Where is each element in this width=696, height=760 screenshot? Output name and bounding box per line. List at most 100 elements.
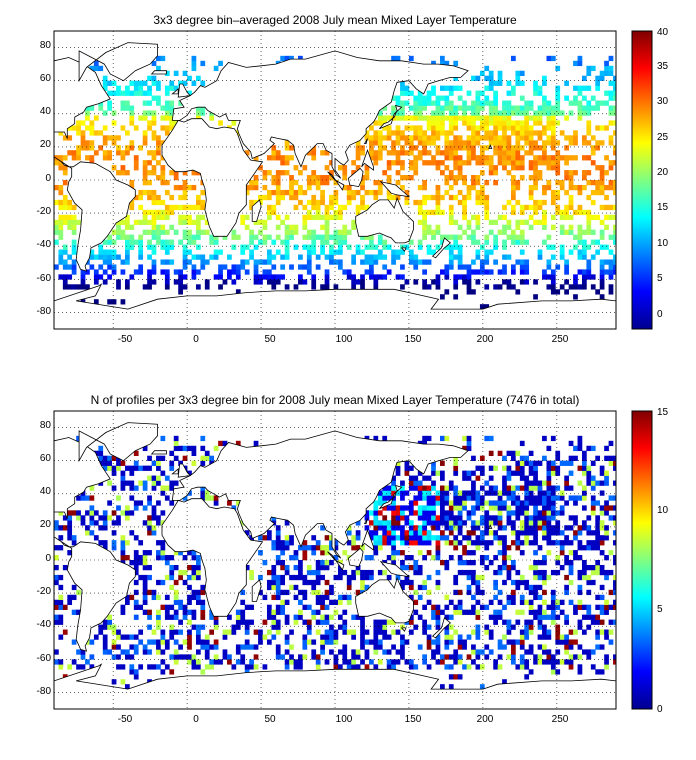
data-cell bbox=[542, 455, 547, 461]
data-cell bbox=[431, 100, 436, 106]
data-cell bbox=[444, 490, 450, 496]
data-cell bbox=[85, 155, 90, 161]
data-cell bbox=[431, 515, 436, 521]
data-cell bbox=[537, 460, 543, 466]
data-cell bbox=[329, 589, 334, 596]
data-cell bbox=[568, 204, 574, 211]
data-cell bbox=[595, 644, 601, 650]
data-cell bbox=[302, 589, 308, 596]
data-cell bbox=[195, 639, 201, 645]
data-cell bbox=[488, 80, 494, 86]
data-cell bbox=[555, 90, 561, 96]
data-cell bbox=[426, 624, 432, 630]
data-cell bbox=[515, 639, 521, 645]
data-cell bbox=[271, 634, 277, 640]
data-cell bbox=[271, 515, 277, 521]
data-cell bbox=[271, 209, 277, 216]
data-cell bbox=[142, 229, 148, 235]
data-cell bbox=[151, 115, 157, 121]
data-cell bbox=[98, 450, 104, 456]
data-cell bbox=[546, 465, 552, 471]
data-cell bbox=[542, 75, 547, 81]
data-cell bbox=[80, 284, 86, 290]
data-cell bbox=[550, 599, 556, 605]
data-cell bbox=[506, 594, 512, 601]
data-cell bbox=[577, 234, 583, 240]
data-cell bbox=[462, 214, 467, 221]
data-cell bbox=[62, 214, 68, 221]
data-cell bbox=[364, 175, 370, 181]
data-cell bbox=[182, 219, 188, 225]
data-cell bbox=[533, 569, 538, 576]
data-cell bbox=[608, 455, 614, 461]
data-cell bbox=[311, 180, 317, 186]
data-cell bbox=[484, 480, 490, 486]
data-cell bbox=[404, 579, 410, 586]
data-cell bbox=[475, 465, 481, 471]
data-cell bbox=[320, 594, 325, 601]
data-cell bbox=[599, 644, 605, 650]
data-cell bbox=[417, 485, 423, 491]
data-cell bbox=[280, 545, 286, 551]
data-cell bbox=[382, 125, 388, 131]
data-cell bbox=[102, 239, 108, 245]
data-cell bbox=[417, 244, 423, 250]
data-cell bbox=[373, 664, 379, 670]
data-cell bbox=[510, 269, 516, 275]
data-cell bbox=[156, 500, 161, 506]
data-cell bbox=[577, 249, 583, 255]
data-cell bbox=[262, 239, 268, 245]
data-cell bbox=[608, 619, 614, 625]
data-cell bbox=[524, 115, 530, 121]
data-cell bbox=[462, 175, 467, 181]
data-cell bbox=[351, 259, 357, 265]
data-cell bbox=[275, 279, 281, 285]
data-cell bbox=[173, 599, 179, 605]
data-cell bbox=[147, 160, 152, 166]
data-cell bbox=[537, 480, 543, 486]
data-cell bbox=[133, 500, 139, 506]
data-cell bbox=[373, 624, 379, 630]
data-cell bbox=[102, 649, 108, 655]
data-cell bbox=[502, 125, 507, 131]
data-cell bbox=[515, 135, 521, 141]
data-cell bbox=[417, 535, 423, 541]
data-cell bbox=[533, 515, 538, 521]
data-cell bbox=[453, 175, 459, 181]
data-cell bbox=[364, 259, 370, 265]
data-cell bbox=[613, 520, 616, 526]
data-cell bbox=[471, 130, 476, 136]
data-cell bbox=[284, 224, 290, 230]
data-cell bbox=[581, 284, 587, 290]
data-cell bbox=[213, 654, 219, 660]
data-cell bbox=[444, 155, 450, 161]
data-cell bbox=[346, 664, 352, 670]
data-cell bbox=[613, 229, 616, 235]
data-cell bbox=[555, 150, 561, 156]
data-cell bbox=[173, 609, 179, 615]
data-cell bbox=[111, 545, 117, 551]
data-cell bbox=[542, 515, 547, 521]
data-cell bbox=[133, 465, 139, 471]
axes-box bbox=[53, 30, 617, 330]
data-cell bbox=[293, 659, 299, 665]
data-cell bbox=[604, 455, 609, 461]
data-cell bbox=[404, 659, 410, 665]
data-cell bbox=[519, 594, 525, 601]
data-cell bbox=[426, 244, 432, 250]
data-cell bbox=[533, 80, 538, 86]
data-cell bbox=[142, 140, 148, 146]
data-cell bbox=[129, 244, 135, 250]
data-cell bbox=[453, 520, 459, 526]
data-cell bbox=[360, 644, 365, 650]
data-cell bbox=[244, 629, 250, 635]
data-cell bbox=[613, 75, 616, 81]
data-cell bbox=[528, 599, 534, 605]
data-cell bbox=[466, 120, 472, 126]
data-cell bbox=[120, 90, 126, 96]
data-cell bbox=[324, 214, 330, 221]
data-cell bbox=[306, 209, 312, 216]
data-cell bbox=[271, 284, 277, 290]
data-cell bbox=[466, 279, 472, 285]
data-cell bbox=[604, 555, 609, 561]
